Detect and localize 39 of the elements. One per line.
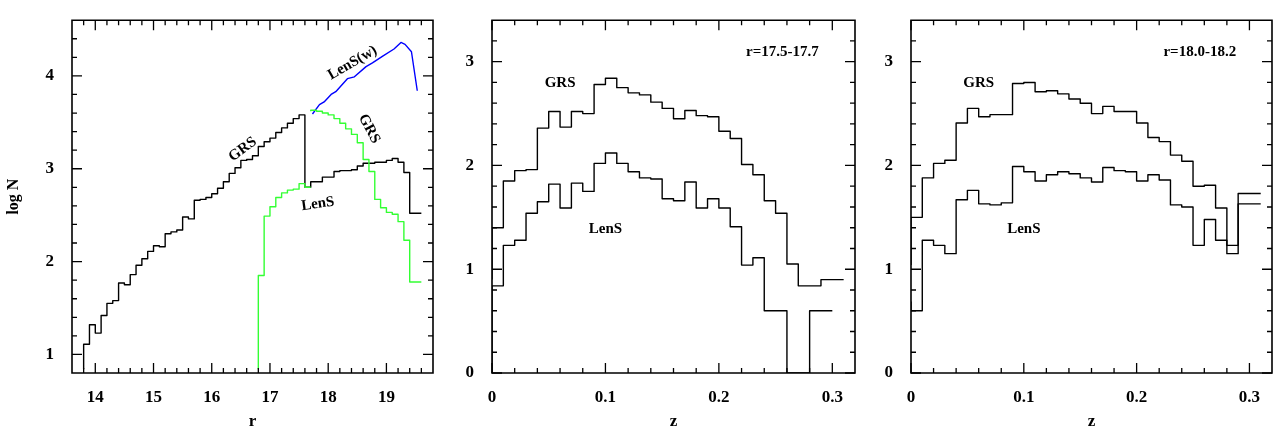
x-axis-title: z bbox=[1087, 411, 1096, 431]
y-tick-label: 1 bbox=[884, 258, 893, 278]
x-tick-label: 0.1 bbox=[1013, 386, 1035, 406]
annotation: LenS bbox=[300, 192, 336, 214]
y-tick-label: 1 bbox=[45, 343, 54, 363]
x-tick-label: 0.3 bbox=[1238, 386, 1261, 406]
y-tick-label: 2 bbox=[45, 250, 54, 270]
x-tick-label: 0.2 bbox=[1126, 386, 1148, 406]
x-tick-label: 15 bbox=[145, 386, 163, 406]
x-tick-label: 0.3 bbox=[821, 386, 843, 406]
annotation: r=17.5-17.7 bbox=[746, 43, 820, 60]
annotation: LenS bbox=[1007, 219, 1041, 236]
annotation: GRS bbox=[355, 110, 385, 146]
y-tick-label: 2 bbox=[884, 154, 893, 174]
annotation: LenS bbox=[588, 219, 623, 236]
x-tick-label: 0.2 bbox=[708, 386, 730, 406]
x-tick-label: 14 bbox=[86, 386, 105, 406]
annotation: r=18.0-18.2 bbox=[1163, 43, 1237, 60]
y-tick-label: 2 bbox=[465, 154, 474, 174]
y-tick-label: 0 bbox=[465, 362, 474, 382]
y-tick-label: 4 bbox=[45, 65, 55, 85]
x-axis-title: r bbox=[248, 411, 257, 431]
x-tick-label: 0.1 bbox=[594, 386, 617, 406]
x-tick-label: 19 bbox=[377, 386, 395, 406]
y-tick-label: 3 bbox=[884, 51, 893, 71]
x-tick-label: 0 bbox=[906, 386, 916, 406]
y-tick-label: 1 bbox=[465, 258, 474, 278]
x-tick-label: 16 bbox=[203, 386, 221, 406]
annotation: GRS bbox=[224, 132, 260, 165]
annotation: GRS bbox=[963, 74, 995, 91]
annotation: GRS bbox=[544, 74, 576, 91]
x-tick-label: 0 bbox=[487, 386, 497, 406]
x-tick-label: 17 bbox=[261, 386, 279, 406]
x-axis-title: z bbox=[669, 411, 678, 431]
y-axis-title: log N bbox=[3, 178, 22, 215]
y-tick-label: 0 bbox=[884, 362, 893, 382]
x-tick-label: 18 bbox=[319, 386, 337, 406]
y-tick-label: 3 bbox=[465, 51, 474, 71]
y-tick-label: 3 bbox=[45, 158, 54, 178]
